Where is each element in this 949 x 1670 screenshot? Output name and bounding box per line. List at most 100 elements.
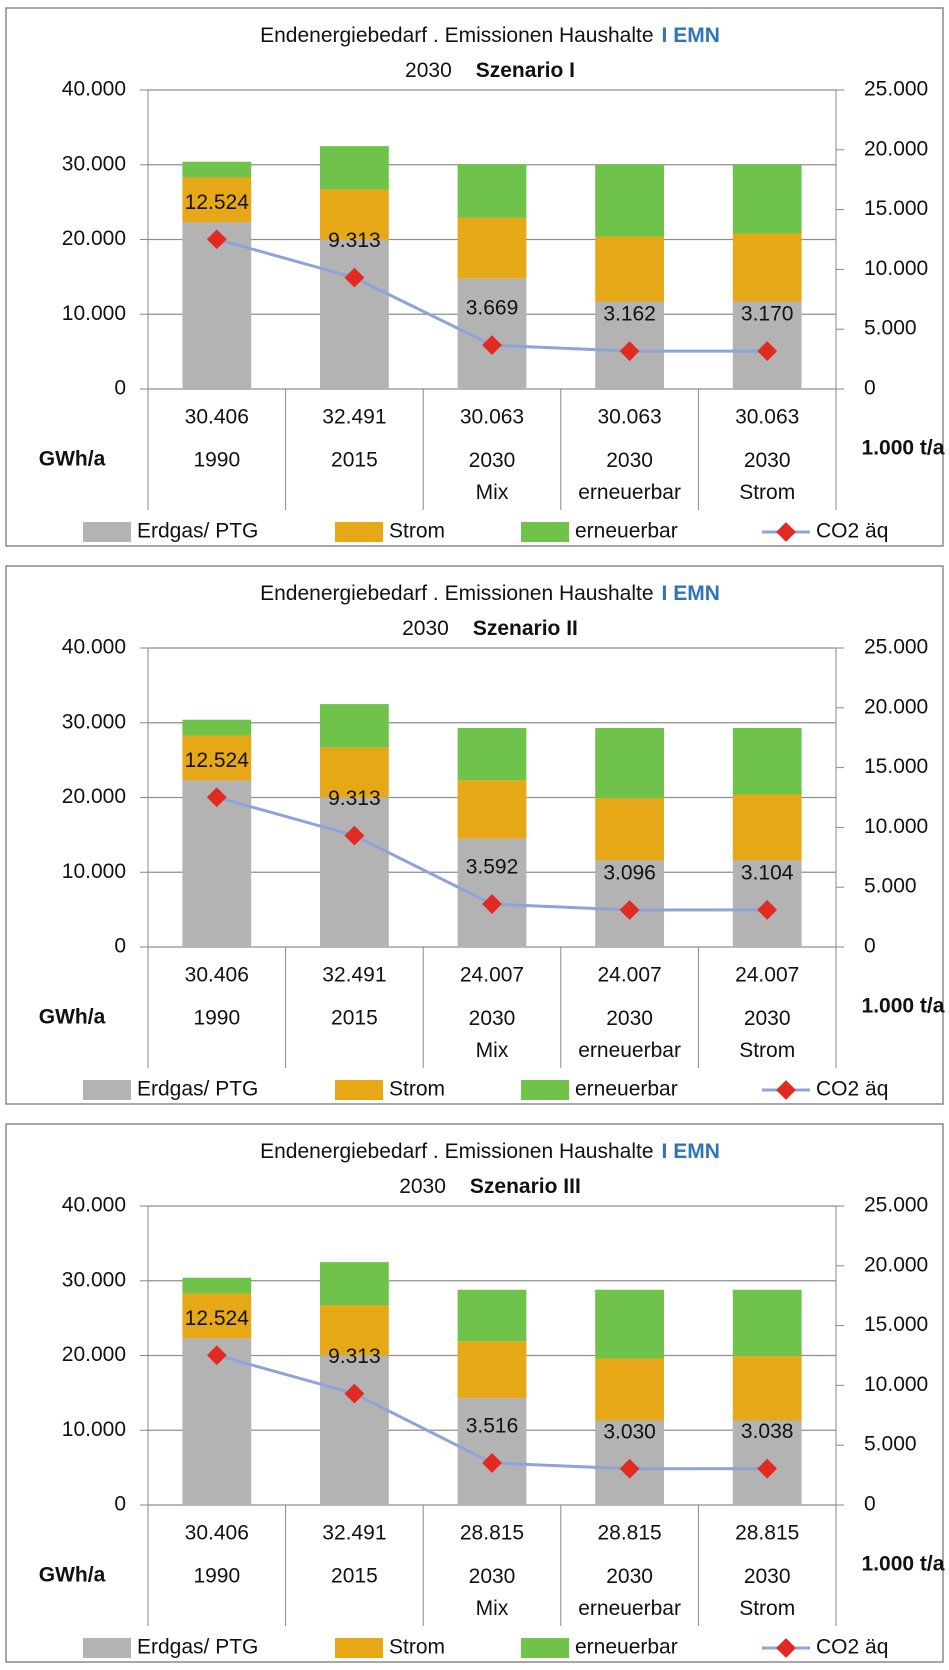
total-label: 30.406 [185, 1522, 249, 1545]
legend-label: CO2 äq [816, 1636, 888, 1659]
legend-swatch [83, 1080, 131, 1100]
bar [595, 727, 664, 799]
legend-swatch [335, 1080, 383, 1100]
legend-swatch [521, 1080, 569, 1100]
total-label: 28.815 [460, 1522, 524, 1545]
data-label: 12.524 [185, 749, 250, 772]
title-main: Endenergiebedarf . Emissionen Haushalte [260, 24, 653, 47]
y2-tick-label: 5.000 [864, 317, 917, 340]
total-label: 30.063 [460, 406, 524, 429]
subtitle-year: 2030 [399, 1175, 446, 1198]
data-label: 9.313 [328, 229, 381, 252]
subtitle: Szenario II [473, 617, 578, 640]
y2-tick-label: 0 [864, 377, 876, 400]
bar [595, 1289, 664, 1359]
marker [206, 229, 227, 250]
y2-tick-label: 25.000 [864, 78, 928, 101]
x-tick-label: 2030 Strom [739, 1565, 795, 1620]
data-label: 3.030 [603, 1420, 656, 1443]
bar [320, 1355, 389, 1505]
y-tick-label: 0 [114, 935, 126, 958]
legend-marker [776, 1638, 796, 1658]
y2-axis-label: 1.000 t/a [862, 1553, 945, 1576]
data-label: 3.038 [741, 1420, 794, 1443]
y-tick-label: 20.000 [62, 1343, 126, 1366]
bar [320, 239, 389, 389]
y-tick-label: 20.000 [62, 227, 126, 250]
x-tick-label: 2015 [331, 449, 378, 472]
y2-tick-label: 5.000 [864, 875, 917, 898]
bar [320, 146, 389, 190]
bar [732, 1289, 802, 1357]
data-label: 3.104 [741, 861, 794, 884]
title-main: Endenergiebedarf . Emissionen Haushalte [260, 1140, 653, 1163]
x-tick-label: 2030 Strom [739, 1007, 795, 1062]
legend-label: erneuerbar [575, 520, 678, 543]
legend-label: erneuerbar [575, 1636, 678, 1659]
legend-label: Erdgas/ PTG [137, 1078, 258, 1101]
marker [344, 1383, 365, 1404]
x-tick-label: 1990 [193, 449, 240, 472]
legend-swatch [335, 522, 383, 542]
bar [182, 735, 252, 781]
marker [344, 267, 365, 288]
title-suffix: I EMN [662, 24, 720, 47]
y2-tick-label: 15.000 [864, 1313, 928, 1336]
y-axis-label: GWh/a [39, 1006, 106, 1029]
x-tick-label: 2030 erneuerbar [578, 1007, 681, 1062]
chart-subtitle: 2030 Szenario I [405, 59, 575, 82]
bar [732, 794, 802, 861]
chart-title: Endenergiebedarf . Emissionen Haushalte I… [260, 582, 720, 605]
total-label: 24.007 [735, 964, 799, 987]
subtitle-year: 2030 [405, 59, 452, 82]
bar [457, 217, 527, 279]
x-tick-label: 2030 erneuerbar [578, 1565, 681, 1620]
y-tick-label: 40.000 [62, 636, 126, 659]
bar [182, 222, 252, 389]
marker [757, 1458, 778, 1479]
bar [320, 189, 389, 240]
bar [732, 1356, 802, 1421]
bar [320, 704, 389, 748]
bar [732, 164, 802, 234]
title-suffix: I EMN [662, 582, 720, 605]
bar [182, 780, 252, 947]
legend-swatch [83, 1638, 131, 1658]
x-tick-label: 1990 [193, 1007, 240, 1030]
chart: Endenergiebedarf . Emissionen Haushalte I… [5, 1123, 945, 1663]
y-axis-label: GWh/a [39, 1564, 106, 1587]
y2-tick-label: 25.000 [864, 1194, 928, 1217]
data-label: 12.524 [185, 191, 250, 214]
bar [182, 1277, 252, 1294]
bar [182, 177, 252, 223]
chart: Endenergiebedarf . Emissionen Haushalte I… [5, 565, 945, 1105]
chart: Endenergiebedarf . Emissionen Haushalte I… [5, 7, 945, 547]
total-label: 30.406 [185, 964, 249, 987]
title-suffix: I EMN [662, 1140, 720, 1163]
x-tick-label: 2030 Mix [469, 1007, 516, 1062]
y2-tick-label: 10.000 [864, 815, 928, 838]
y-tick-label: 20.000 [62, 785, 126, 808]
data-label: 3.669 [466, 297, 519, 320]
y2-tick-label: 15.000 [864, 197, 928, 220]
y2-tick-label: 0 [864, 1493, 876, 1516]
legend-label: erneuerbar [575, 1078, 678, 1101]
bar [320, 797, 389, 947]
bar [595, 798, 664, 861]
y-tick-label: 0 [114, 377, 126, 400]
y-tick-label: 40.000 [62, 78, 126, 101]
chart-title: Endenergiebedarf . Emissionen Haushalte I… [260, 1140, 720, 1163]
total-label: 30.406 [185, 406, 249, 429]
legend-label: Erdgas/ PTG [137, 520, 258, 543]
legend-label: Erdgas/ PTG [137, 1636, 258, 1659]
legend-label: CO2 äq [816, 520, 888, 543]
bar [320, 1262, 389, 1306]
y2-tick-label: 0 [864, 935, 876, 958]
total-label: 32.491 [322, 406, 386, 429]
subtitle: Szenario III [470, 1175, 581, 1198]
data-label: 3.592 [466, 856, 519, 879]
total-label: 32.491 [322, 964, 386, 987]
y2-axis-label: 1.000 t/a [862, 995, 945, 1018]
legend-label: Strom [389, 1636, 445, 1659]
